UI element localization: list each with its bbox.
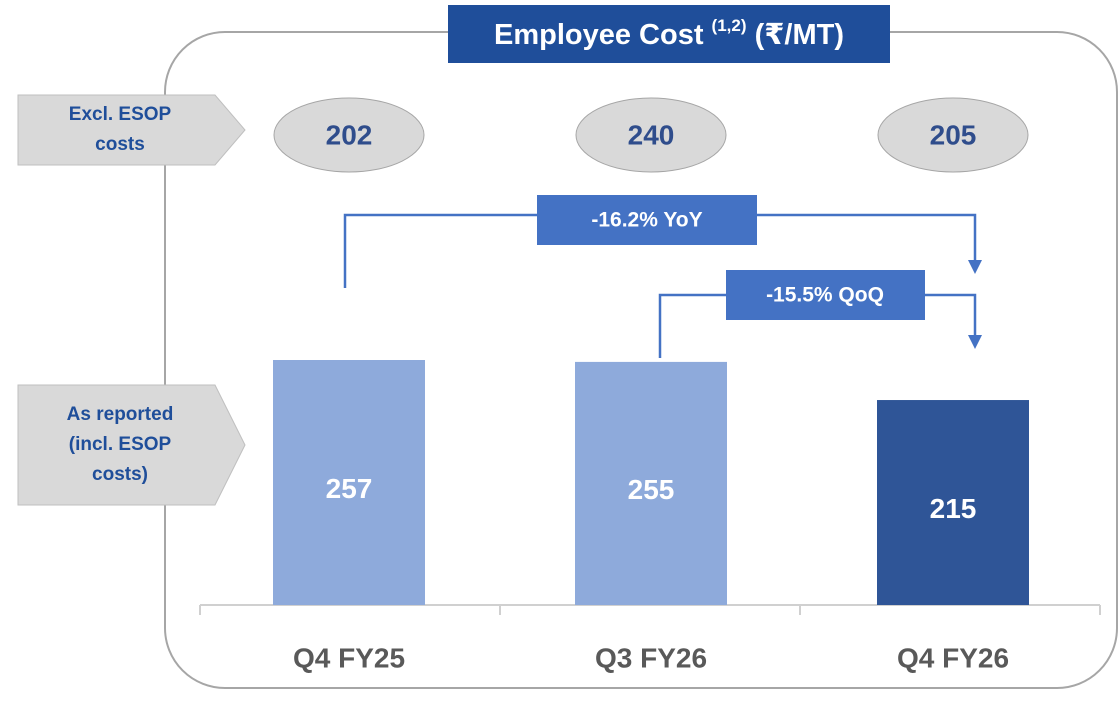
side-label: costs xyxy=(95,134,145,155)
side-label: costs) xyxy=(92,464,148,485)
title-main: Employee Cost xyxy=(494,19,704,51)
arrow-head xyxy=(968,260,982,274)
arrow-head xyxy=(968,335,982,349)
x-tick-label: Q3 FY26 xyxy=(595,642,707,673)
chart-title: Employee Cost (1,2) (₹/MT) xyxy=(494,10,844,51)
value-bubble xyxy=(575,97,727,173)
value-bubble xyxy=(877,97,1029,173)
annotation-box xyxy=(726,270,925,320)
data-label: 255 xyxy=(628,474,675,505)
data-label: 257 xyxy=(326,473,373,504)
x-tick-label: Q4 FY26 xyxy=(897,642,1009,673)
value-bubble xyxy=(273,97,425,173)
annotation: -15.5% QoQ xyxy=(766,284,884,307)
title-unit: (₹/MT) xyxy=(755,19,844,51)
bar xyxy=(877,400,1029,605)
annotation-box xyxy=(537,195,757,245)
side-label-box xyxy=(17,94,246,166)
bubble-label: 205 xyxy=(930,119,977,150)
annotation: -16.2% YoY xyxy=(591,209,702,232)
bar xyxy=(273,360,425,605)
bar xyxy=(575,361,727,605)
title-note: (1,2) xyxy=(712,16,747,35)
side-label: Excl. ESOP xyxy=(69,104,172,125)
side-label-box xyxy=(17,384,246,506)
title-box xyxy=(448,5,890,63)
data-label: 215 xyxy=(930,493,977,524)
bubble-label: 202 xyxy=(326,119,373,150)
side-label: As reported xyxy=(67,404,174,425)
side-label: (incl. ESOP xyxy=(69,434,172,455)
bubble-label: 240 xyxy=(628,119,675,150)
x-tick-label: Q4 FY25 xyxy=(293,642,405,673)
